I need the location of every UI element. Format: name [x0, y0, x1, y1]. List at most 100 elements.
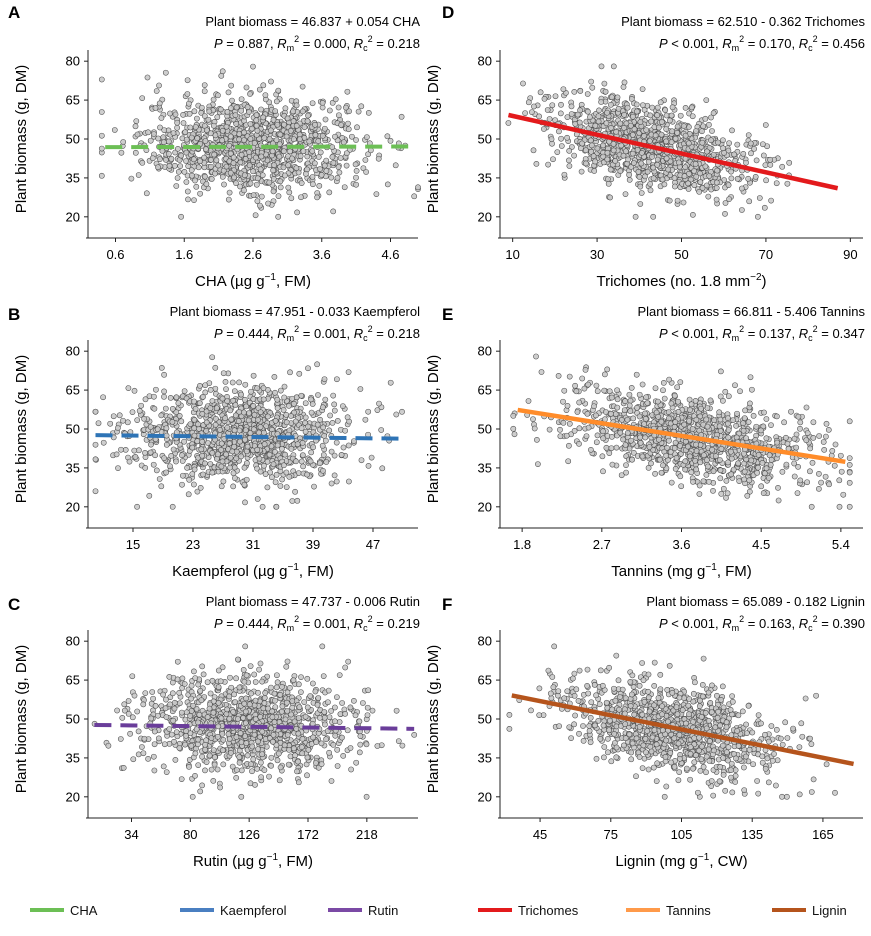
y-tick-label: 35	[66, 170, 80, 185]
data-point	[147, 424, 154, 430]
data-point	[187, 713, 193, 719]
data-point	[713, 179, 720, 186]
data-point	[258, 759, 264, 766]
data-point	[168, 155, 175, 162]
data-point	[278, 708, 285, 715]
data-point	[358, 457, 365, 464]
data-point	[203, 146, 209, 152]
data-point	[726, 196, 732, 202]
x-tick-label: 218	[356, 827, 378, 842]
data-point	[286, 403, 292, 409]
data-point	[223, 123, 230, 130]
data-point	[326, 107, 333, 114]
data-point	[254, 385, 260, 391]
data-point	[635, 168, 642, 175]
data-point	[223, 163, 230, 170]
data-point	[663, 138, 669, 145]
data-point	[275, 750, 282, 757]
data-point	[571, 152, 577, 159]
x-tick-label: 34	[124, 827, 138, 842]
data-point	[181, 388, 188, 394]
data-point	[248, 761, 254, 768]
data-point	[120, 139, 127, 145]
data-point	[230, 160, 237, 166]
data-point	[118, 446, 124, 453]
data-point	[762, 162, 769, 168]
data-point	[231, 174, 238, 181]
data-point	[690, 212, 696, 218]
data-point	[639, 381, 646, 388]
data-point	[155, 735, 162, 742]
data-point	[700, 123, 707, 130]
data-point	[227, 150, 234, 157]
data-point	[208, 766, 215, 773]
data-point	[115, 425, 121, 431]
data-point	[98, 145, 105, 152]
data-point	[310, 680, 316, 687]
x-tick-label: 70	[759, 247, 773, 262]
data-point	[245, 417, 252, 424]
data-point	[259, 172, 266, 179]
data-point	[601, 80, 608, 87]
x-tick-label: 126	[238, 827, 260, 842]
data-point	[365, 151, 371, 158]
data-point	[134, 417, 141, 423]
data-point	[343, 150, 350, 157]
data-point	[188, 134, 195, 141]
data-point	[225, 89, 232, 96]
data-point	[280, 407, 287, 413]
data-point	[122, 447, 129, 453]
data-point	[232, 112, 239, 118]
data-point	[732, 157, 739, 164]
data-point	[302, 400, 309, 407]
data-point	[270, 732, 277, 738]
scatter-points	[505, 63, 793, 220]
data-point	[354, 124, 360, 131]
data-point	[217, 427, 223, 433]
data-point	[603, 120, 610, 127]
data-point	[219, 174, 226, 180]
data-point	[217, 106, 224, 113]
data-point	[157, 156, 163, 162]
data-point	[334, 175, 341, 181]
data-point	[378, 427, 385, 433]
data-point	[605, 176, 611, 182]
data-point	[115, 465, 121, 471]
data-point	[133, 118, 140, 124]
data-point	[247, 121, 254, 127]
data-point	[823, 420, 830, 427]
data-point	[125, 698, 132, 704]
data-point	[291, 718, 298, 725]
data-point	[411, 193, 418, 200]
data-point	[121, 707, 128, 714]
data-point	[156, 476, 163, 482]
data-point	[253, 154, 259, 161]
data-point	[751, 146, 757, 152]
data-point	[100, 394, 106, 401]
data-point	[779, 163, 786, 170]
data-point	[238, 107, 245, 114]
data-point	[213, 405, 220, 412]
data-point	[590, 153, 597, 159]
data-point	[332, 96, 339, 103]
data-point	[576, 119, 583, 126]
data-point	[261, 462, 267, 469]
data-point	[392, 162, 399, 169]
data-point	[250, 426, 257, 433]
regression-equation: Plant biomass = 47.737 - 0.006 Rutin	[206, 594, 420, 609]
data-point	[215, 700, 222, 706]
data-point	[252, 212, 259, 219]
data-point	[252, 679, 259, 685]
data-point	[283, 699, 290, 706]
data-point	[183, 136, 190, 143]
data-point	[287, 128, 294, 134]
data-point	[210, 122, 217, 129]
data-point	[648, 118, 654, 125]
data-point	[171, 705, 178, 712]
data-point	[184, 465, 190, 471]
data-point	[215, 667, 222, 674]
data-point	[541, 126, 547, 132]
data-point	[298, 425, 305, 432]
data-point	[314, 702, 321, 708]
data-point	[151, 728, 158, 735]
